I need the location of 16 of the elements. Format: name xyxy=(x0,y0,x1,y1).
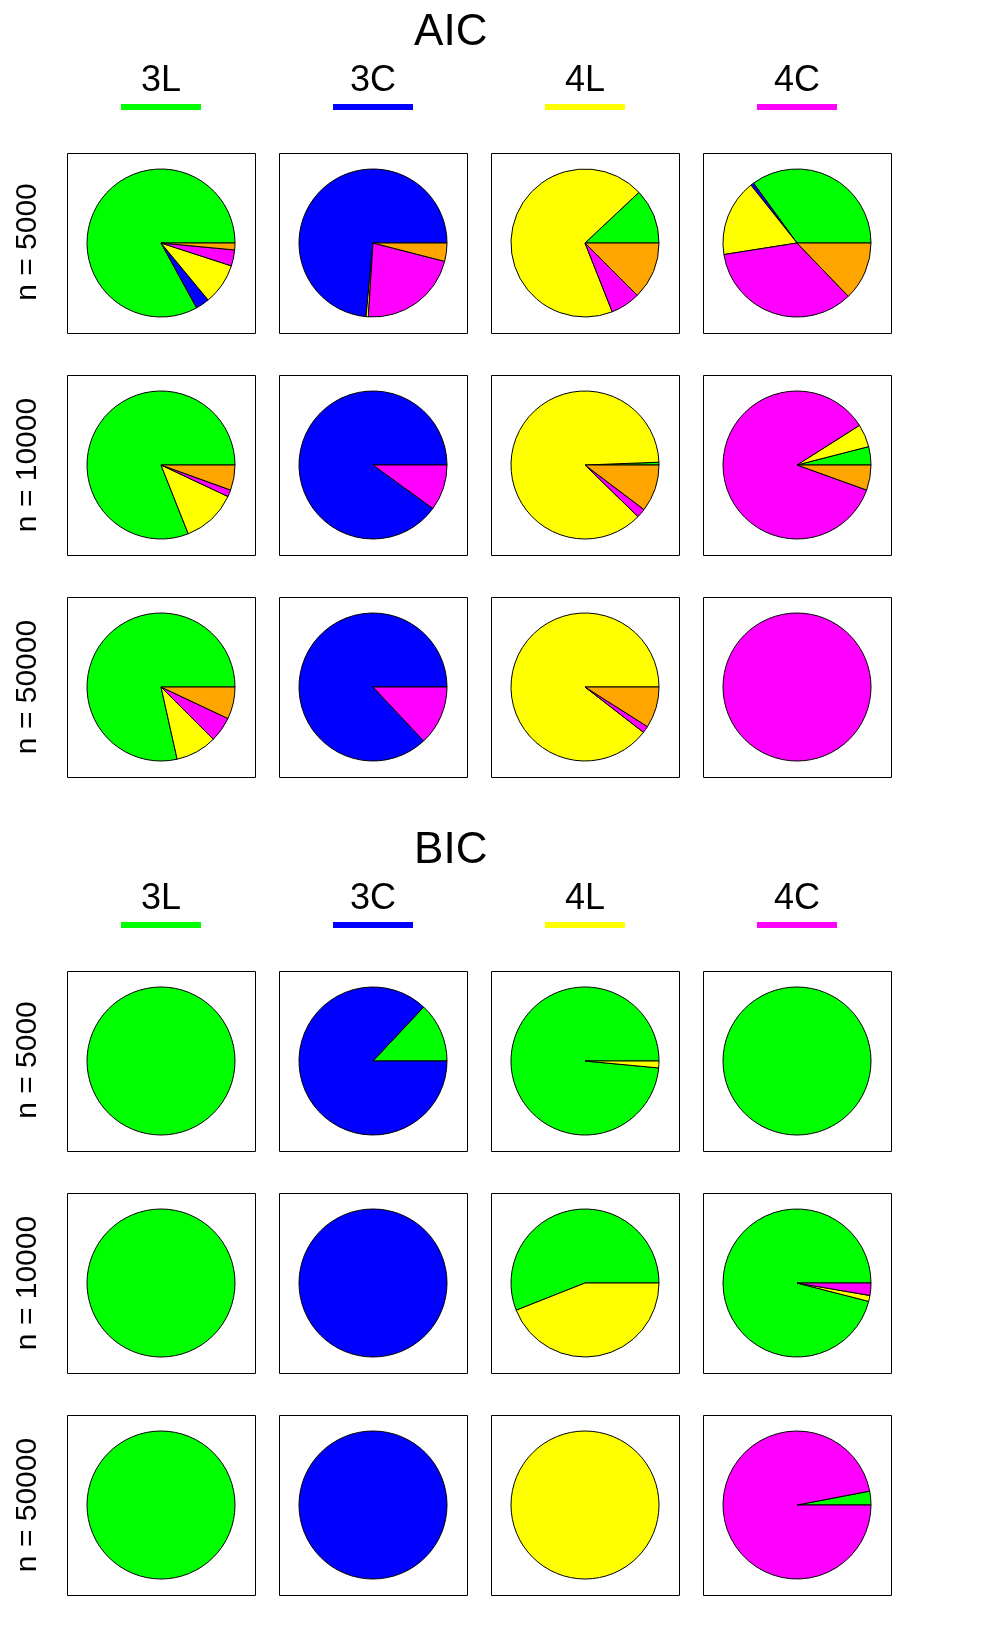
text: AIC xyxy=(414,5,488,54)
text: n = 5000 xyxy=(9,1001,42,1119)
text: BIC xyxy=(414,823,488,872)
text: n = 10000 xyxy=(9,397,42,533)
chart-title: 4L xyxy=(564,58,606,99)
chart-title: 4C xyxy=(773,58,821,99)
chart-title: 4C xyxy=(773,876,821,917)
text: n = 10000 xyxy=(9,1215,42,1351)
text: n = 50000 xyxy=(9,619,42,755)
chart-title: 3L xyxy=(140,58,182,99)
chart-title: 4L xyxy=(564,876,606,917)
text: n = 5000 xyxy=(9,183,42,301)
text: n = 50000 xyxy=(9,1437,42,1573)
chart-title: 3L xyxy=(140,876,182,917)
chart-title: 3C xyxy=(349,58,397,99)
chart-title: 3C xyxy=(349,876,397,917)
